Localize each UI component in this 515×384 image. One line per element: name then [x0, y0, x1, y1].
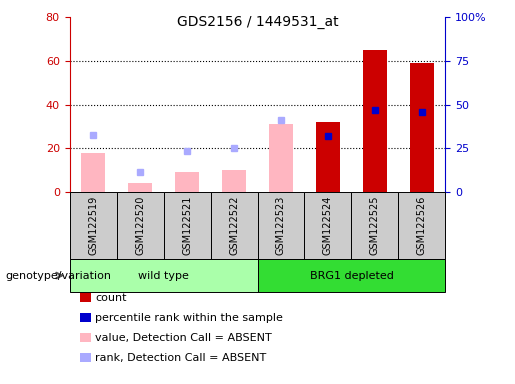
Text: wild type: wild type — [138, 270, 189, 281]
Text: BRG1 depleted: BRG1 depleted — [310, 270, 393, 281]
Text: GDS2156 / 1449531_at: GDS2156 / 1449531_at — [177, 15, 338, 29]
Text: GSM122519: GSM122519 — [88, 196, 98, 255]
Bar — [352, 192, 399, 259]
Text: GSM122521: GSM122521 — [182, 196, 192, 255]
Bar — [222, 170, 246, 192]
Bar — [258, 192, 304, 259]
Bar — [316, 122, 340, 192]
Bar — [175, 172, 199, 192]
Bar — [211, 192, 258, 259]
Text: GSM122523: GSM122523 — [276, 196, 286, 255]
Text: genotype/variation: genotype/variation — [5, 270, 111, 281]
Text: GSM122525: GSM122525 — [370, 196, 380, 255]
Bar — [70, 192, 116, 259]
Bar — [116, 192, 164, 259]
Text: value, Detection Call = ABSENT: value, Detection Call = ABSENT — [95, 333, 272, 343]
Text: count: count — [95, 293, 127, 303]
Bar — [269, 124, 293, 192]
Text: GSM122526: GSM122526 — [417, 196, 427, 255]
Text: percentile rank within the sample: percentile rank within the sample — [95, 313, 283, 323]
Text: GSM122524: GSM122524 — [323, 196, 333, 255]
Bar — [128, 183, 152, 192]
Text: GSM122520: GSM122520 — [135, 196, 145, 255]
Bar — [81, 153, 105, 192]
Bar — [399, 192, 445, 259]
Bar — [410, 63, 434, 192]
Bar — [363, 50, 387, 192]
Bar — [70, 259, 258, 292]
Text: rank, Detection Call = ABSENT: rank, Detection Call = ABSENT — [95, 353, 267, 362]
Bar — [258, 259, 445, 292]
Bar — [304, 192, 352, 259]
Text: GSM122522: GSM122522 — [229, 196, 239, 255]
Bar — [164, 192, 211, 259]
